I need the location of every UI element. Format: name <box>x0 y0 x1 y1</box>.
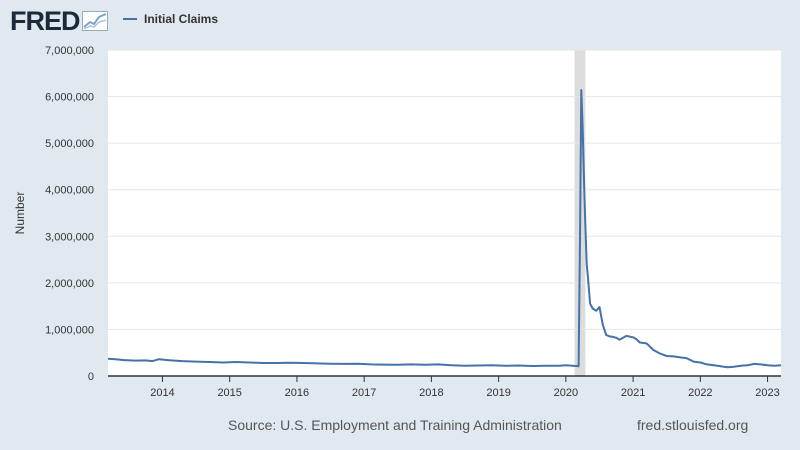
legend-label: Initial Claims <box>144 12 219 26</box>
legend-swatch <box>123 18 137 20</box>
x-tick-label: 2014 <box>150 387 174 399</box>
y-tick-label: 7,000,000 <box>45 45 94 57</box>
source-note: Source: U.S. Employment and Training Adm… <box>228 417 562 433</box>
fred-graph-icon <box>81 11 108 31</box>
y-tick-label: 6,000,000 <box>45 92 94 104</box>
x-tick-label: 2021 <box>621 387 645 399</box>
chart-legend: Initial Claims <box>123 12 218 26</box>
fred-logo[interactable]: FRED <box>10 6 108 36</box>
plot-area <box>108 50 781 376</box>
x-tick-label: 2016 <box>285 387 309 399</box>
y-tick-label: 3,000,000 <box>45 231 94 243</box>
y-tick-label: 1,000,000 <box>45 324 94 336</box>
x-tick-label: 2022 <box>688 387 712 399</box>
x-tick-label: 2015 <box>217 387 241 399</box>
y-tick-label: 4,000,000 <box>45 185 94 197</box>
y-tick-label: 2,000,000 <box>45 278 94 290</box>
y-tick-label: 0 <box>88 371 94 383</box>
initial-claims-series-line <box>107 89 782 369</box>
y-axis-label: Number <box>13 192 27 235</box>
x-tick-label: 2018 <box>419 387 443 399</box>
x-tick-label: 2017 <box>352 387 376 399</box>
x-tick-label: 2019 <box>486 387 510 399</box>
x-tick-label: 2020 <box>554 387 578 399</box>
x-tick-label: 2023 <box>755 387 779 399</box>
fred-logo-text: FRED <box>10 6 80 36</box>
fred-url-link[interactable]: fred.stlouisfed.org <box>637 417 749 433</box>
y-tick-label: 5,000,000 <box>45 138 94 150</box>
